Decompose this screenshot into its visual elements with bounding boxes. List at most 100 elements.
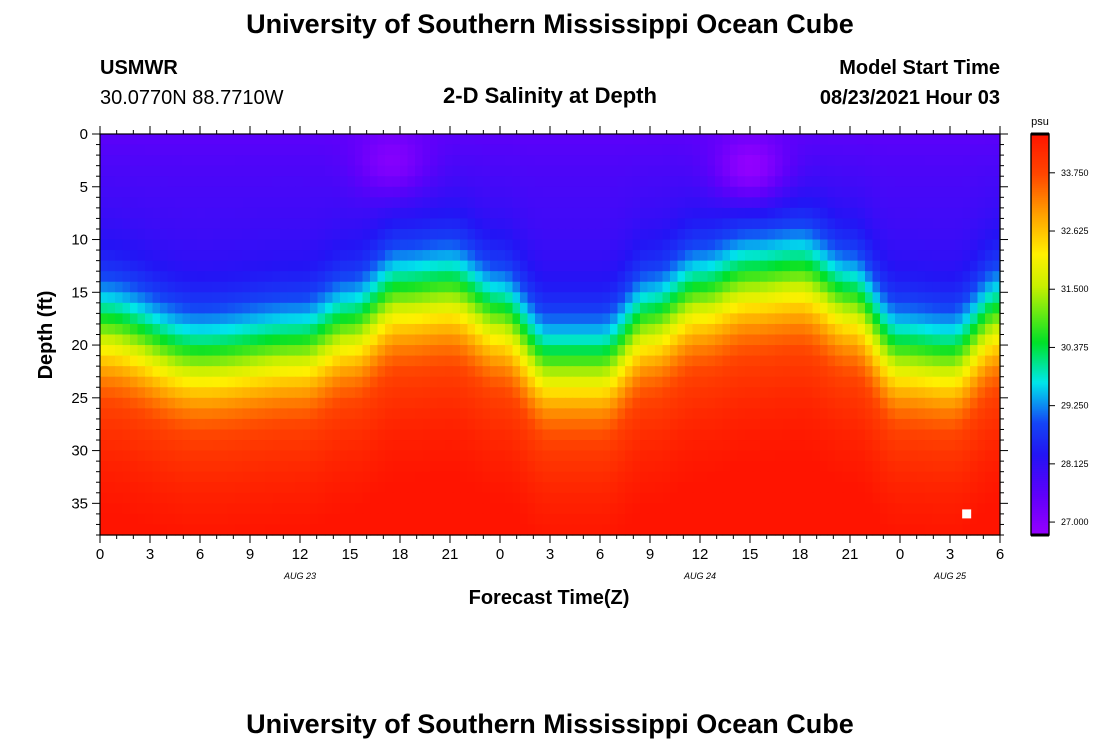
heatmap-cell — [692, 197, 701, 209]
heatmap-cell — [167, 408, 176, 420]
heatmap-cell — [955, 471, 964, 483]
heatmap-cell — [550, 176, 559, 188]
heatmap-cell — [752, 513, 761, 526]
heatmap-cell — [130, 302, 139, 314]
heatmap-cell — [677, 366, 686, 378]
heatmap-cell — [985, 418, 994, 431]
heatmap-cell — [812, 418, 821, 431]
heatmap-cell — [445, 197, 454, 209]
heatmap-cell — [932, 250, 941, 262]
heatmap-cell — [617, 334, 626, 346]
heatmap-cell — [640, 461, 649, 473]
heatmap-cell — [955, 271, 964, 283]
heatmap-cell — [430, 144, 439, 156]
heatmap-cell — [835, 281, 844, 293]
heatmap-cell — [385, 165, 394, 177]
heatmap-cell — [640, 334, 649, 346]
heatmap-cell — [797, 334, 806, 346]
heatmap-cell — [167, 461, 176, 473]
heatmap-cell — [197, 186, 206, 198]
heatmap-cell — [775, 197, 784, 209]
heatmap-cell — [767, 144, 776, 156]
heatmap-cell — [715, 503, 724, 515]
heatmap-cell — [130, 513, 139, 526]
heatmap-cell — [362, 239, 371, 251]
heatmap-cell — [812, 323, 821, 336]
heatmap-cell — [850, 397, 859, 409]
heatmap-cell — [422, 260, 431, 272]
heatmap-cell — [977, 302, 986, 314]
heatmap-cell — [392, 397, 401, 409]
heatmap-cell — [122, 513, 131, 526]
heatmap-cell — [670, 366, 679, 378]
heatmap-cell — [955, 397, 964, 409]
heatmap-cell — [557, 239, 566, 251]
heatmap-cell — [415, 492, 424, 504]
heatmap-cell — [482, 144, 491, 156]
heatmap-cell — [880, 461, 889, 473]
heatmap-cell — [782, 260, 791, 272]
heatmap-cell — [662, 440, 671, 452]
heatmap-cell — [100, 376, 109, 388]
heatmap-cell — [497, 218, 506, 230]
heatmap-cell — [977, 387, 986, 399]
heatmap-cell — [655, 144, 664, 156]
heatmap-cell — [760, 366, 769, 378]
heatmap-cell — [325, 345, 334, 357]
heatmap-cell — [295, 513, 304, 526]
heatmap-cell — [130, 482, 139, 494]
heatmap-cell — [415, 387, 424, 399]
heatmap-cell — [550, 492, 559, 504]
heatmap-cell — [130, 186, 139, 198]
heatmap-cell — [370, 524, 379, 536]
heatmap-cell — [310, 165, 319, 177]
heatmap-cell — [797, 218, 806, 230]
colorbar-swatch — [1031, 204, 1049, 207]
heatmap-cell — [835, 302, 844, 314]
heatmap-cell — [962, 482, 971, 494]
heatmap-cell — [167, 440, 176, 452]
heatmap-cell — [617, 366, 626, 378]
heatmap-cell — [197, 165, 206, 177]
heatmap-cell — [700, 323, 709, 336]
heatmap-cell — [872, 513, 881, 526]
heatmap-cell — [910, 429, 919, 441]
heatmap-cell — [272, 355, 281, 367]
heatmap-cell — [347, 144, 356, 156]
heatmap-cell — [662, 144, 671, 156]
heatmap-cell — [167, 323, 176, 336]
heatmap-cell — [992, 239, 1001, 251]
heatmap-cell — [782, 355, 791, 367]
heatmap-cell — [827, 228, 836, 241]
heatmap-cell — [385, 408, 394, 420]
heatmap-cell — [422, 165, 431, 177]
heatmap-cell — [917, 503, 926, 515]
heatmap-cell — [190, 397, 199, 409]
heatmap-cell — [122, 155, 131, 167]
colorbar-swatch — [1031, 370, 1049, 374]
heatmap-cell — [467, 144, 476, 156]
heatmap-cell — [265, 334, 274, 346]
heatmap-cell — [745, 313, 754, 325]
heatmap-cell — [257, 176, 266, 188]
heatmap-cell — [385, 450, 394, 462]
heatmap-cell — [872, 376, 881, 388]
heatmap-cell — [737, 513, 746, 526]
heatmap-cell — [227, 239, 236, 251]
heatmap-cell — [355, 218, 364, 230]
heatmap-cell — [497, 292, 506, 304]
heatmap-cell — [115, 345, 124, 357]
heatmap-cell — [947, 513, 956, 526]
heatmap-cell — [790, 461, 799, 473]
colorbar-swatch — [1031, 288, 1049, 291]
heatmap-cell — [152, 218, 161, 230]
heatmap-cell — [857, 355, 866, 367]
heatmap-cell — [677, 334, 686, 346]
heatmap-cell — [812, 228, 821, 241]
heatmap-cell — [205, 355, 214, 367]
heatmap-cell — [662, 302, 671, 314]
heatmap-cell — [257, 334, 266, 346]
heatmap-cell — [467, 345, 476, 357]
heatmap-cell — [977, 376, 986, 388]
